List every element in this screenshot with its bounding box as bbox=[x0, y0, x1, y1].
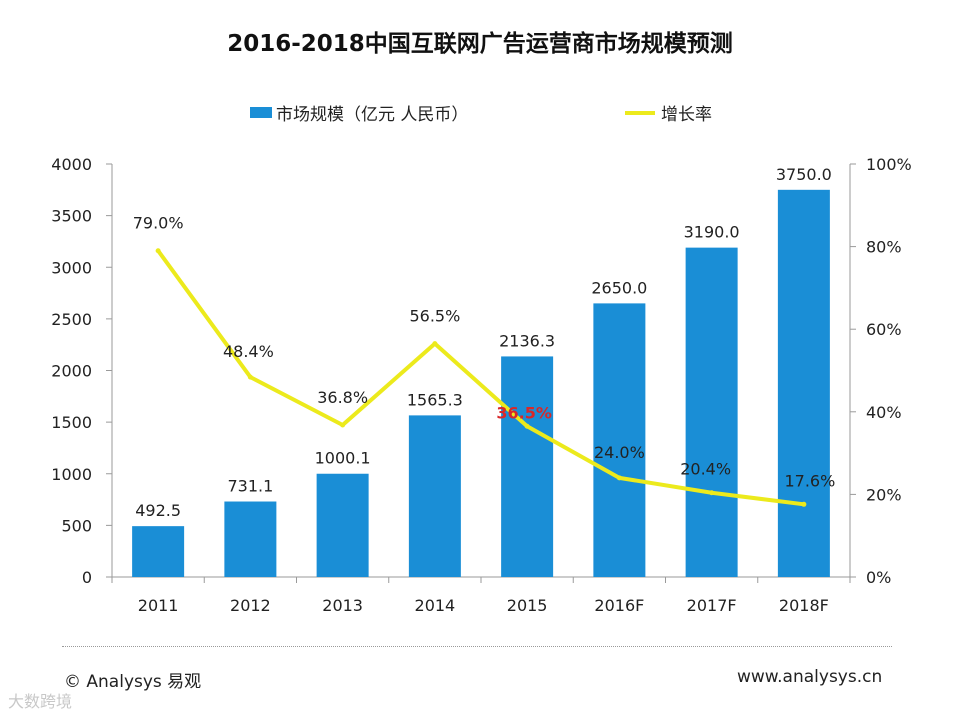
growth-point bbox=[709, 490, 715, 496]
bar bbox=[316, 473, 369, 577]
y-right-tick-label: 0% bbox=[866, 568, 891, 587]
y-left-tick-label: 2000 bbox=[51, 362, 92, 381]
y-right-tick-label: 20% bbox=[866, 485, 902, 504]
y-left-tick-label: 0 bbox=[82, 568, 92, 587]
bar-value-label: 731.1 bbox=[227, 477, 273, 496]
legend-bar-swatch bbox=[250, 107, 272, 118]
bar bbox=[593, 303, 646, 577]
bar-value-label: 2136.3 bbox=[499, 331, 555, 350]
bar-value-label: 2650.0 bbox=[591, 278, 647, 297]
growth-value-label: 36.8% bbox=[317, 388, 368, 407]
growth-point bbox=[155, 248, 161, 254]
growth-value-label: 24.0% bbox=[594, 443, 645, 462]
bar-value-label: 1000.1 bbox=[315, 449, 371, 468]
bar bbox=[224, 501, 277, 577]
bar-value-label: 3750.0 bbox=[776, 165, 832, 184]
y-left-tick-label: 2500 bbox=[51, 310, 92, 329]
growth-point bbox=[432, 341, 438, 347]
growth-value-label: 79.0% bbox=[133, 214, 184, 233]
y-right-tick-label: 80% bbox=[866, 238, 902, 257]
x-tick-label: 2014 bbox=[415, 596, 456, 615]
y-left-tick-label: 3500 bbox=[51, 207, 92, 226]
legend-bar-item: 市场规模（亿元 人民币） bbox=[250, 100, 468, 125]
x-tick-label: 2013 bbox=[322, 596, 363, 615]
growth-point bbox=[616, 475, 622, 481]
y-left-tick-label: 1500 bbox=[51, 413, 92, 432]
growth-value-label: 56.5% bbox=[409, 307, 460, 326]
x-tick-label: 2012 bbox=[230, 596, 271, 615]
bar bbox=[777, 189, 830, 577]
y-left-tick-label: 4000 bbox=[51, 155, 92, 174]
y-right-tick-label: 40% bbox=[866, 403, 902, 422]
footer-url: www.analysys.cn bbox=[737, 667, 883, 687]
y-left-tick-label: 500 bbox=[61, 516, 92, 535]
footer-divider bbox=[62, 646, 892, 647]
x-tick-label: 2018F bbox=[779, 596, 829, 615]
footer-copyright: © Analysys 易观 bbox=[64, 672, 202, 692]
y-right-tick-label: 60% bbox=[866, 320, 902, 339]
growth-value-label: 17.6% bbox=[784, 471, 835, 490]
bar-value-label: 1565.3 bbox=[407, 390, 463, 409]
x-tick-label: 2016F bbox=[594, 596, 644, 615]
growth-point bbox=[340, 422, 346, 428]
x-tick-label: 2011 bbox=[138, 596, 179, 615]
growth-point bbox=[524, 423, 530, 429]
x-tick-label: 2015 bbox=[507, 596, 548, 615]
bar-value-label: 3190.0 bbox=[684, 223, 740, 242]
bar-value-label: 492.5 bbox=[135, 501, 181, 520]
growth-point bbox=[247, 374, 253, 380]
legend-bar-label: 市场规模（亿元 人民币） bbox=[276, 105, 469, 125]
growth-value-label: 36.5% bbox=[496, 403, 552, 422]
x-tick-label: 2017F bbox=[687, 596, 737, 615]
bar bbox=[408, 415, 461, 577]
legend-line-label: 增长率 bbox=[661, 105, 712, 125]
growth-point bbox=[801, 501, 807, 507]
growth-value-label: 48.4% bbox=[223, 342, 274, 361]
bar bbox=[685, 247, 738, 577]
y-right-tick-label: 100% bbox=[866, 155, 912, 174]
bar bbox=[501, 356, 554, 577]
legend-line-item: 增长率 bbox=[625, 100, 712, 125]
bar bbox=[132, 526, 185, 577]
growth-value-label: 20.4% bbox=[680, 460, 731, 479]
growth-line bbox=[156, 249, 805, 507]
chart-title: 2016-2018中国互联网广告运营商市场规模预测 bbox=[227, 31, 733, 57]
y-left-tick-label: 1000 bbox=[51, 465, 92, 484]
legend-line-swatch bbox=[625, 110, 655, 115]
watermark-badge: 大数跨境 bbox=[8, 692, 73, 711]
y-left-tick-label: 3000 bbox=[51, 258, 92, 277]
